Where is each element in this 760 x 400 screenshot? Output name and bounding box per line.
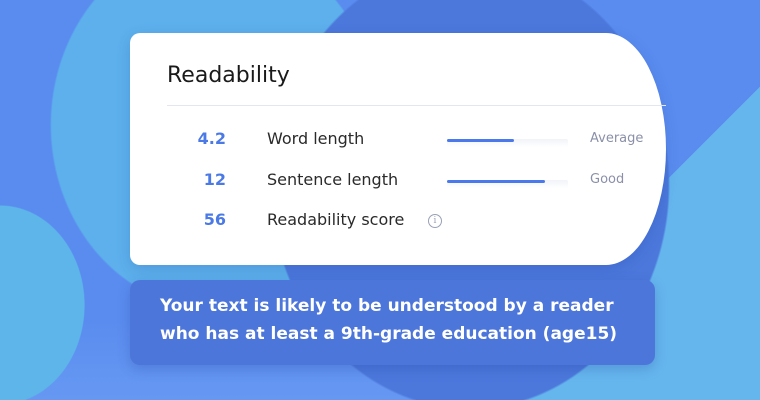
metric-row-word-length: 4.2 Word length Average xyxy=(130,129,666,153)
metric-rating: Good xyxy=(590,172,625,187)
metric-value: 12 xyxy=(203,170,226,189)
metric-value: 4.2 xyxy=(197,129,226,148)
metric-label: Word length xyxy=(267,129,365,148)
info-icon[interactable]: i xyxy=(428,214,442,228)
caption-line: Your text is likely to be understood by … xyxy=(160,296,614,316)
readability-caption: Your text is likely to be understood by … xyxy=(130,280,655,365)
metric-rating: Average xyxy=(590,131,644,146)
progress-fill xyxy=(447,139,514,142)
progress-bar xyxy=(447,139,568,147)
metric-label: Readability score xyxy=(267,210,405,229)
metric-label: Sentence length xyxy=(267,170,399,189)
caption-line: who has at least a 9th-grade education (… xyxy=(160,324,618,344)
metric-row-readability-score: 56 Readability score i xyxy=(130,210,666,234)
metric-row-sentence-length: 12 Sentence length Good xyxy=(130,170,666,194)
metric-value: 56 xyxy=(203,210,226,229)
card-title: Readability xyxy=(167,63,290,88)
progress-bar xyxy=(447,180,568,188)
progress-fill xyxy=(447,180,545,183)
divider xyxy=(167,105,666,106)
readability-card: Readability 4.2 Word length Average 12 S… xyxy=(130,33,666,265)
